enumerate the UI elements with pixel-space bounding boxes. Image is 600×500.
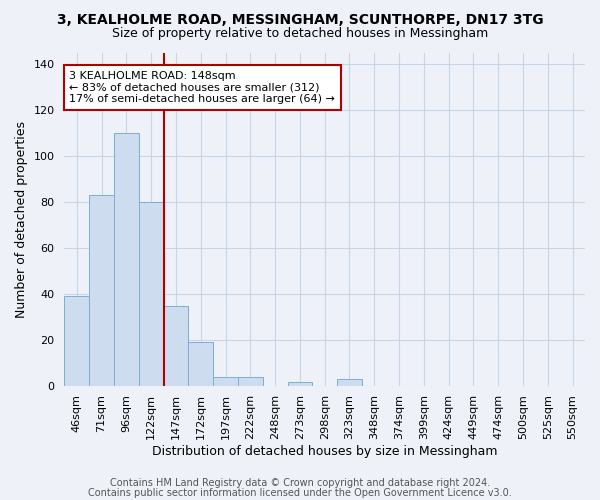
Bar xyxy=(188,342,213,386)
Bar xyxy=(64,296,89,386)
Y-axis label: Number of detached properties: Number of detached properties xyxy=(15,121,28,318)
Text: Contains public sector information licensed under the Open Government Licence v3: Contains public sector information licen… xyxy=(88,488,512,498)
Bar xyxy=(164,306,188,386)
Bar xyxy=(337,380,362,386)
Bar xyxy=(213,377,238,386)
Text: 3, KEALHOLME ROAD, MESSINGHAM, SCUNTHORPE, DN17 3TG: 3, KEALHOLME ROAD, MESSINGHAM, SCUNTHORP… xyxy=(56,12,544,26)
Text: 3 KEALHOLME ROAD: 148sqm
← 83% of detached houses are smaller (312)
17% of semi-: 3 KEALHOLME ROAD: 148sqm ← 83% of detach… xyxy=(70,71,335,104)
Bar xyxy=(114,133,139,386)
Text: Size of property relative to detached houses in Messingham: Size of property relative to detached ho… xyxy=(112,28,488,40)
Bar xyxy=(238,377,263,386)
Text: Contains HM Land Registry data © Crown copyright and database right 2024.: Contains HM Land Registry data © Crown c… xyxy=(110,478,490,488)
X-axis label: Distribution of detached houses by size in Messingham: Distribution of detached houses by size … xyxy=(152,444,497,458)
Bar xyxy=(139,202,164,386)
Bar xyxy=(89,195,114,386)
Bar xyxy=(287,382,313,386)
